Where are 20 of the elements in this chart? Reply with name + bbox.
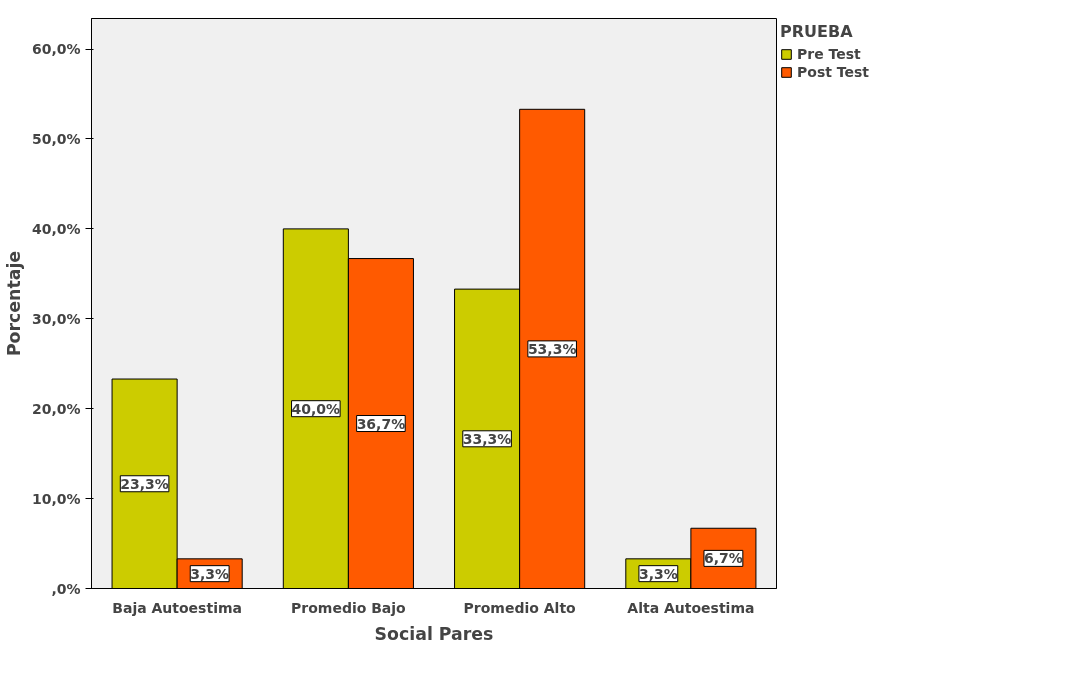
data-label: 53,3% [527,340,577,357]
data-label: 33,3% [462,430,512,447]
y-tick-label: ,0% [51,580,81,597]
y-tick-label: 40,0% [31,220,81,237]
y-tick-label: 50,0% [31,130,81,147]
x-tick-label: Alta Autoestima [627,599,755,616]
x-tick-label: Baja Autoestima [112,599,242,616]
x-axis-title: Social Pares [374,623,494,644]
y-tick-label: 10,0% [31,490,81,507]
x-tick-label: Promedio Bajo [291,599,407,616]
data-label: 36,7% [356,415,406,432]
legend-label: Post Test [797,64,869,80]
y-tick-label: 30,0% [31,310,81,327]
data-label: 40,0% [291,400,341,417]
legend-title: PRUEBA [780,22,854,41]
x-tick-label: Promedio Alto [463,599,577,616]
legend-label: Pre Test [797,46,861,62]
y-axis-title: Porcentaje [3,250,24,357]
y-tick-label: 20,0% [31,400,81,417]
y-tick-label: 60,0% [31,41,81,58]
